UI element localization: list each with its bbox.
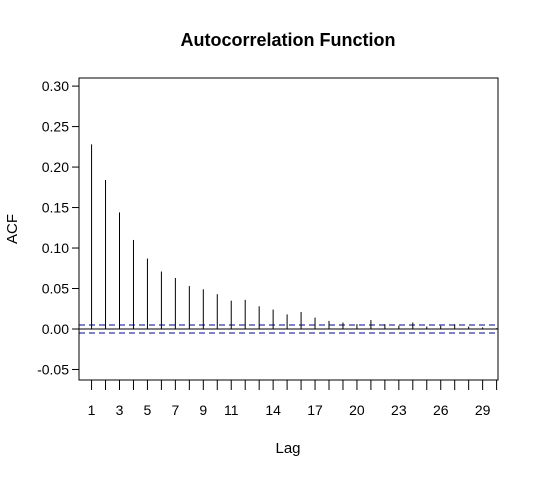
plot-frame <box>78 77 499 381</box>
x-tick-label: 14 <box>265 402 281 418</box>
x-tick-label: 1 <box>88 402 96 418</box>
x-tick-label: 5 <box>144 402 152 418</box>
x-tick-label: 11 <box>224 402 239 418</box>
y-tick-label: 0.15 <box>42 200 69 216</box>
x-tick-label: 29 <box>475 402 491 418</box>
x-tick-label: 17 <box>307 402 323 418</box>
x-tick-label: 23 <box>391 402 407 418</box>
y-tick-label: -0.05 <box>37 361 69 377</box>
y-axis-label: ACF <box>4 214 21 244</box>
y-tick-label: 0.05 <box>42 281 69 297</box>
x-tick-label: 20 <box>349 402 365 418</box>
y-tick-label: 0.30 <box>42 78 69 94</box>
x-tick-label: 9 <box>199 402 207 418</box>
x-tick-label: 26 <box>433 402 449 418</box>
y-tick-label: 0.00 <box>42 321 69 337</box>
y-tick-label: 0.10 <box>42 240 69 256</box>
y-tick-label: 0.20 <box>42 159 69 175</box>
x-tick-label: 7 <box>171 402 179 418</box>
y-tick-label: 0.25 <box>42 119 69 135</box>
plot-area <box>79 144 498 334</box>
axes: -0.05 0.00 0.05 0.10 0.15 0.20 0.25 0.30 1 3 5 7 9 11… <box>37 77 499 418</box>
x-tick-label: 3 <box>116 402 124 418</box>
chart-title: Autocorrelation Function <box>181 30 396 50</box>
x-axis-label: Lag <box>275 440 300 457</box>
